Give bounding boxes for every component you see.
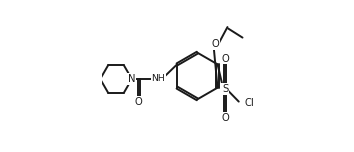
Text: N: N	[128, 74, 136, 84]
Text: O: O	[221, 54, 229, 64]
Text: O: O	[212, 39, 219, 49]
Text: N: N	[128, 74, 136, 84]
Text: S: S	[222, 84, 228, 94]
Text: NH: NH	[151, 74, 165, 83]
Text: Cl: Cl	[244, 98, 254, 108]
Text: O: O	[135, 97, 142, 107]
Text: O: O	[221, 113, 229, 123]
